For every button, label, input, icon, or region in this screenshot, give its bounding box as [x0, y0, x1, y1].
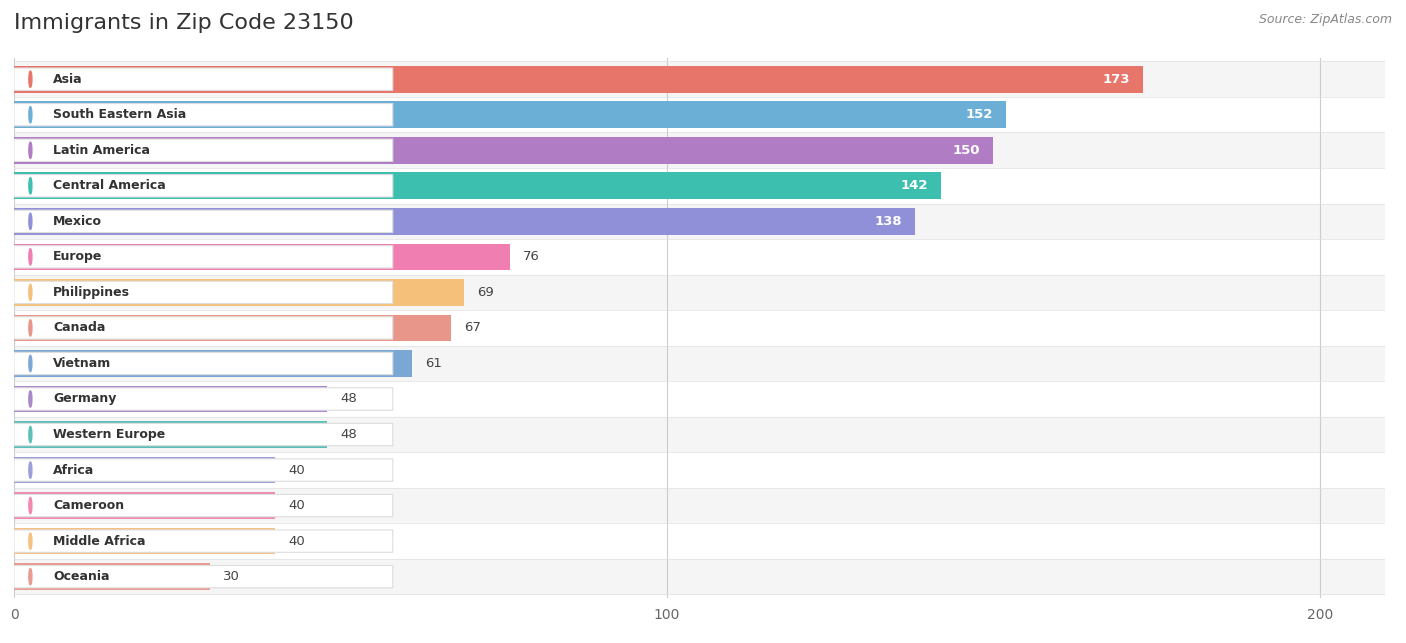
FancyBboxPatch shape [14, 317, 392, 339]
Bar [14, 279, 464, 305]
Text: Cameroon: Cameroon [53, 499, 124, 512]
Text: 150: 150 [953, 144, 980, 157]
Circle shape [30, 71, 32, 87]
Text: 142: 142 [900, 179, 928, 192]
Bar [14, 350, 412, 377]
FancyBboxPatch shape [14, 246, 392, 268]
Text: 48: 48 [340, 428, 357, 441]
Text: 152: 152 [966, 108, 993, 122]
Bar [14, 239, 1385, 275]
Bar [14, 102, 1007, 128]
Circle shape [30, 213, 32, 230]
Bar [14, 452, 1385, 488]
FancyBboxPatch shape [14, 494, 392, 517]
FancyBboxPatch shape [14, 565, 392, 588]
Bar [14, 208, 915, 235]
Bar [14, 310, 1385, 346]
Circle shape [30, 426, 32, 443]
Bar [14, 421, 328, 448]
FancyBboxPatch shape [14, 459, 392, 481]
Bar [14, 168, 1385, 204]
Text: 67: 67 [464, 322, 481, 334]
FancyBboxPatch shape [14, 104, 392, 126]
Text: Oceania: Oceania [53, 570, 110, 583]
Bar [14, 386, 328, 412]
FancyBboxPatch shape [14, 388, 392, 410]
Bar [14, 559, 1385, 594]
Bar [14, 346, 1385, 381]
Text: 30: 30 [224, 570, 240, 583]
Text: South Eastern Asia: South Eastern Asia [53, 108, 187, 122]
Circle shape [30, 284, 32, 300]
FancyBboxPatch shape [14, 281, 392, 303]
Text: 40: 40 [288, 534, 305, 548]
Circle shape [30, 533, 32, 549]
Circle shape [30, 107, 32, 123]
Circle shape [30, 568, 32, 585]
Text: Africa: Africa [53, 464, 94, 476]
Text: 173: 173 [1102, 73, 1130, 86]
Text: Asia: Asia [53, 73, 83, 86]
Text: Philippines: Philippines [53, 286, 131, 299]
FancyBboxPatch shape [14, 423, 392, 446]
Circle shape [30, 391, 32, 407]
Text: Latin America: Latin America [53, 144, 150, 157]
Text: 69: 69 [478, 286, 495, 299]
Bar [14, 275, 1385, 310]
Text: 61: 61 [426, 357, 443, 370]
FancyBboxPatch shape [14, 210, 392, 233]
Bar [14, 172, 941, 199]
Text: Vietnam: Vietnam [53, 357, 111, 370]
Bar [14, 137, 993, 163]
FancyBboxPatch shape [14, 139, 392, 161]
Circle shape [30, 356, 32, 372]
Text: 40: 40 [288, 499, 305, 512]
Text: Europe: Europe [53, 250, 103, 264]
Circle shape [30, 249, 32, 265]
Text: Germany: Germany [53, 392, 117, 406]
Bar [14, 523, 1385, 559]
FancyBboxPatch shape [14, 175, 392, 197]
Bar [14, 563, 209, 590]
Bar [14, 528, 276, 554]
Circle shape [30, 462, 32, 478]
Bar [14, 62, 1385, 97]
Bar [14, 488, 1385, 523]
Text: 138: 138 [875, 215, 901, 228]
Text: Immigrants in Zip Code 23150: Immigrants in Zip Code 23150 [14, 13, 354, 33]
Text: Western Europe: Western Europe [53, 428, 166, 441]
FancyBboxPatch shape [14, 530, 392, 552]
Bar [14, 97, 1385, 132]
Bar [14, 381, 1385, 417]
FancyBboxPatch shape [14, 352, 392, 375]
Bar [14, 204, 1385, 239]
Text: Middle Africa: Middle Africa [53, 534, 146, 548]
Circle shape [30, 142, 32, 158]
Text: Mexico: Mexico [53, 215, 103, 228]
Bar [14, 457, 276, 484]
Bar [14, 132, 1385, 168]
Text: Canada: Canada [53, 322, 105, 334]
Bar [14, 66, 1143, 93]
Text: 48: 48 [340, 392, 357, 406]
Text: 76: 76 [523, 250, 540, 264]
FancyBboxPatch shape [14, 68, 392, 91]
Bar [14, 493, 276, 519]
Circle shape [30, 177, 32, 194]
Circle shape [30, 320, 32, 336]
Text: Source: ZipAtlas.com: Source: ZipAtlas.com [1258, 13, 1392, 26]
Circle shape [30, 498, 32, 514]
Text: 40: 40 [288, 464, 305, 476]
Bar [14, 244, 510, 270]
Bar [14, 417, 1385, 452]
Bar [14, 314, 451, 341]
Text: Central America: Central America [53, 179, 166, 192]
